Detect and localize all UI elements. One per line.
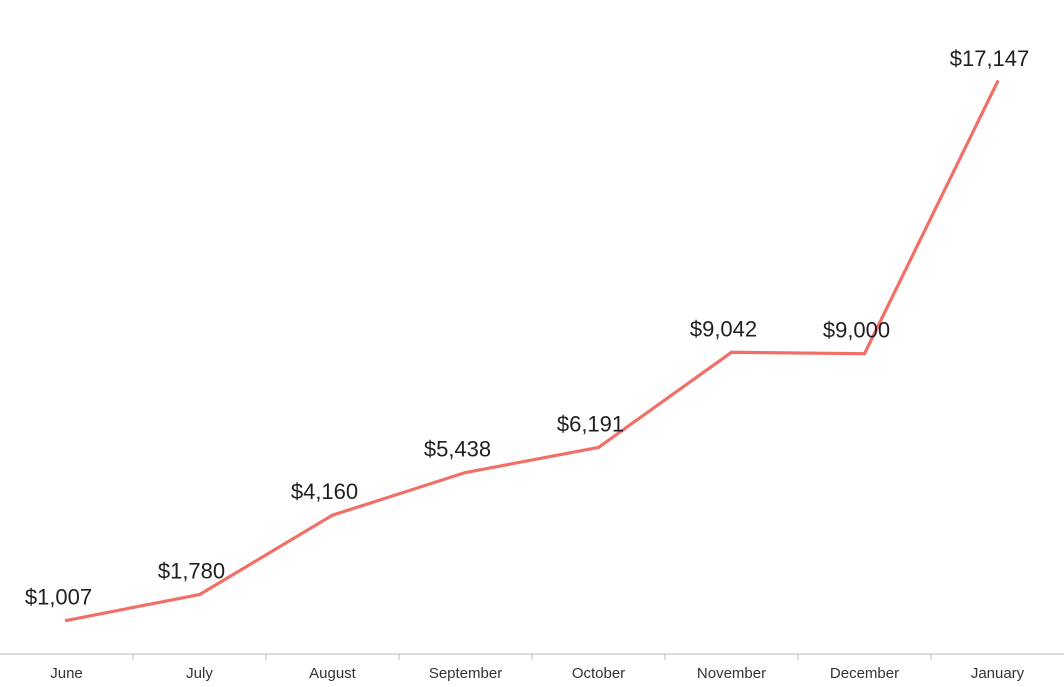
x-tick-labels: June July August September October November De…: [50, 665, 1024, 682]
data-point-october: [596, 445, 601, 450]
data-point-july: [197, 593, 202, 597]
data-point-january: [995, 80, 1000, 84]
data-label-june: $1,007: [25, 584, 92, 609]
data-label-december: $9,000: [823, 318, 890, 343]
x-tick-label-september: September: [429, 665, 502, 682]
x-tick-label-december: December: [830, 665, 899, 682]
x-tick-label-january: January: [971, 665, 1025, 682]
series-line: [64, 80, 1000, 622]
data-label-october: $6,191: [557, 411, 624, 436]
data-point-december: [862, 352, 867, 356]
data-point-september: [463, 470, 468, 475]
data-point-august: [330, 513, 335, 517]
x-tick-label-november: November: [697, 665, 766, 682]
data-label-january: $17,147: [950, 46, 1030, 71]
x-tick-label-july: July: [186, 665, 213, 682]
data-label-july: $1,780: [158, 559, 225, 584]
data-label-september: $5,438: [424, 437, 491, 462]
data-point-november: [729, 350, 734, 354]
x-tick-label-october: October: [572, 665, 625, 682]
data-labels: $1,007 $1,780 $4,160 $5,438 $6,191 $9,042 $9,0…: [25, 46, 1029, 610]
data-point-june: [64, 618, 69, 622]
data-label-august: $4,160: [291, 479, 358, 504]
x-tick-label-june: June: [50, 665, 83, 682]
series-line-group: [64, 80, 1000, 622]
x-axis: [0, 653, 1064, 660]
data-label-november: $9,042: [690, 316, 757, 341]
x-tick-label-august: August: [309, 665, 357, 682]
